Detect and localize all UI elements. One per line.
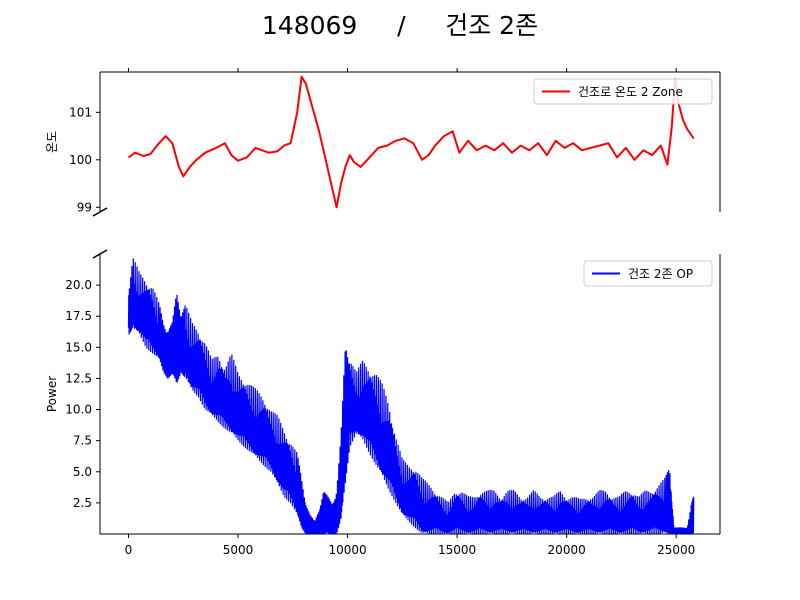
chart-title: 148069 / 건조 2존	[262, 11, 538, 40]
y-tick-label: 17.5	[65, 309, 92, 323]
y-tick-label: 101	[69, 105, 92, 119]
y-axis-label: Power	[45, 376, 59, 412]
x-tick-label: 15000	[438, 543, 476, 557]
series-line-1	[127, 75, 695, 209]
y-tick-label: 2.5	[73, 496, 92, 510]
x-tick-label: 5000	[223, 543, 254, 557]
y-tick-label: 15.0	[65, 340, 92, 354]
y-tick-label: 10.0	[65, 403, 92, 417]
legend-label: 건조로 온도 2 Zone	[578, 85, 683, 99]
axis-break-mark	[92, 207, 108, 217]
y-tick-label: 100	[69, 153, 92, 167]
x-tick-label: 25000	[657, 543, 695, 557]
y-tick-label: 12.5	[65, 371, 92, 385]
y-tick-label: 5.0	[73, 465, 92, 479]
x-tick-label: 20000	[548, 543, 586, 557]
series-line-1	[127, 258, 695, 534]
x-tick-label: 0	[125, 543, 133, 557]
legend-label: 건조 2존 OP	[628, 267, 693, 281]
y-axis-label: 온도	[45, 131, 59, 153]
y-tick-label: 20.0	[65, 278, 92, 292]
legend: 건조로 온도 2 Zone	[533, 78, 713, 105]
axis-break-mark	[92, 249, 108, 259]
y-tick-label: 99	[77, 200, 92, 214]
bottom-panel: 2.5 5.0 7.5 10.0 12.5 15.0 17.5 20.0 0 5000 10000 1…	[45, 249, 721, 557]
y-tick-label: 7.5	[73, 434, 92, 448]
x-tick-label: 10000	[328, 543, 366, 557]
legend: 건조 2존 OP	[583, 260, 713, 287]
top-panel: 99 100 101 온도 건조로 온도 2 Zone	[45, 68, 721, 217]
